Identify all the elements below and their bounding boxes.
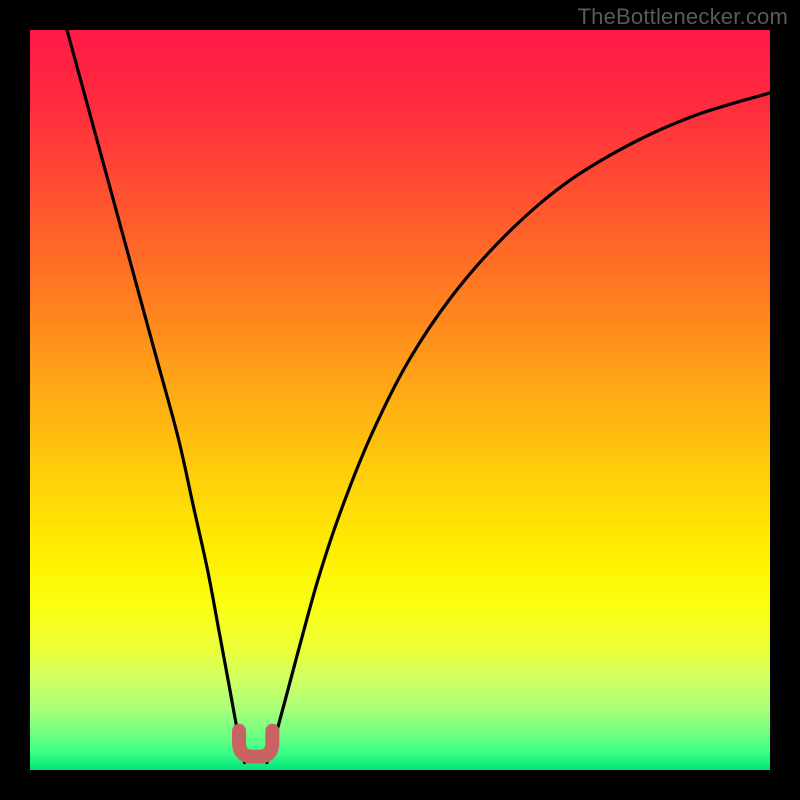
- curve-overlay: [30, 30, 770, 770]
- watermark-text: TheBottlenecker.com: [578, 4, 788, 30]
- chart-plot-area: [30, 30, 770, 770]
- left-curve: [67, 30, 245, 763]
- right-curve: [267, 93, 770, 763]
- valley-marker: [239, 731, 272, 757]
